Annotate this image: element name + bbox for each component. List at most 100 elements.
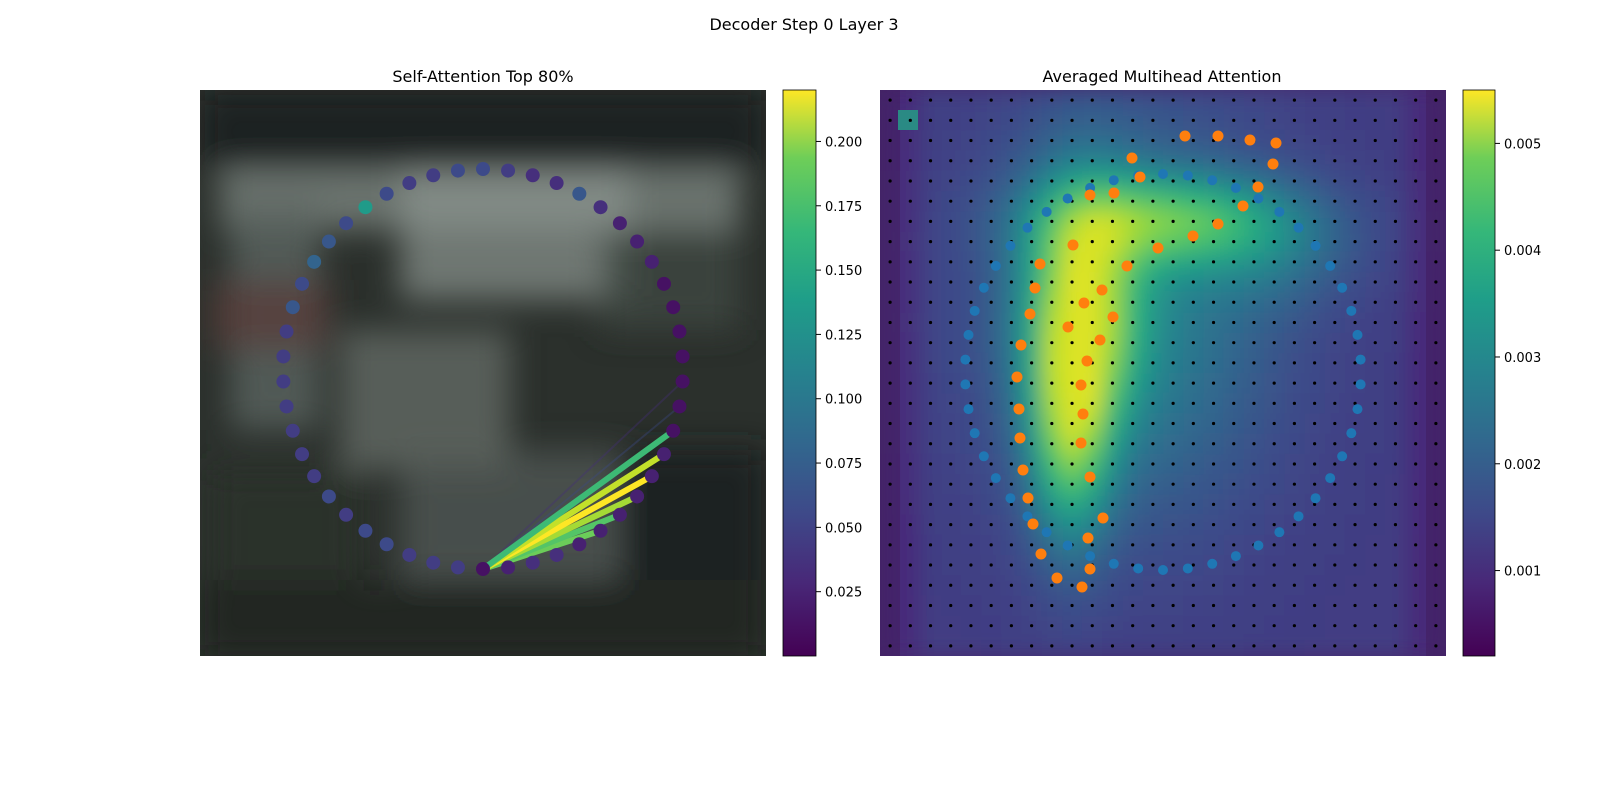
- grid-dot: [1131, 300, 1135, 304]
- grid-dot: [1070, 563, 1074, 567]
- grid-dot: [1090, 502, 1094, 506]
- grid-dot: [1232, 644, 1236, 648]
- reference-point: [1355, 379, 1366, 390]
- grid-dot: [1272, 300, 1276, 304]
- grid-dot: [989, 442, 993, 446]
- grid-dot: [1211, 300, 1216, 304]
- grid-dot: [1070, 482, 1074, 486]
- grid-dot: [1313, 280, 1317, 284]
- grid-dot: [908, 523, 912, 527]
- grid-dot: [1171, 320, 1175, 325]
- grid-dot: [908, 361, 912, 365]
- grid-dot: [1292, 583, 1296, 587]
- grid-dot: [1110, 401, 1115, 405]
- reference-point: [1108, 558, 1119, 569]
- grid-dot: [1353, 563, 1357, 567]
- grid-dot: [1151, 361, 1155, 365]
- reference-point: [1133, 563, 1144, 574]
- grid-dot: [1090, 603, 1094, 608]
- grid-dot: [949, 300, 953, 304]
- grid-dot: [1373, 118, 1377, 122]
- grid-dot: [1050, 624, 1054, 628]
- grid-dot: [1414, 361, 1418, 365]
- grid-dot: [888, 624, 892, 628]
- sampled-point: [1244, 134, 1256, 146]
- grid-dot: [908, 260, 912, 264]
- grid-dot: [1171, 644, 1175, 648]
- grid-dot: [928, 421, 933, 426]
- ring-point: [675, 349, 690, 364]
- reference-point: [1346, 428, 1357, 439]
- grid-dot: [1050, 421, 1054, 426]
- grid-dot: [1252, 442, 1256, 446]
- grid-dot: [908, 199, 912, 203]
- grid-dot: [1333, 219, 1337, 223]
- grid-dot: [1171, 482, 1175, 486]
- grid-dot: [1292, 401, 1296, 405]
- grid-dot: [928, 523, 933, 527]
- grid-dot: [1211, 462, 1216, 466]
- reference-point: [978, 282, 989, 293]
- grid-dot: [949, 199, 953, 203]
- ring-point: [402, 176, 417, 191]
- grid-dot: [1151, 219, 1155, 223]
- grid-dot: [1030, 361, 1034, 365]
- grid-dot: [1434, 421, 1438, 426]
- reference-point: [1310, 493, 1321, 504]
- grid-dot: [989, 603, 993, 608]
- grid-dot: [888, 341, 892, 345]
- grid-dot: [1131, 320, 1135, 325]
- grid-dot: [1009, 260, 1013, 264]
- grid-dot: [1151, 98, 1155, 102]
- ring-point: [644, 254, 659, 269]
- grid-dot: [928, 199, 933, 203]
- grid-dot: [1009, 583, 1013, 587]
- grid-dot: [1110, 260, 1115, 264]
- grid-dot: [1414, 138, 1418, 143]
- grid-dot: [1191, 381, 1195, 385]
- grid-dot: [1131, 179, 1135, 183]
- colorbar-tick-label: 0.150: [825, 264, 862, 279]
- grid-dot: [928, 138, 933, 143]
- sampled-point: [1107, 311, 1119, 323]
- grid-dot: [1050, 341, 1054, 345]
- grid-dot: [1434, 219, 1438, 223]
- grid-dot: [1070, 583, 1074, 587]
- grid-dot: [969, 300, 973, 304]
- grid-dot: [1191, 159, 1195, 163]
- grid-dot: [1434, 300, 1438, 304]
- grid-dot: [949, 118, 953, 122]
- sampled-point: [1179, 130, 1191, 142]
- grid-dot: [1171, 300, 1175, 304]
- grid-dot: [1131, 138, 1135, 143]
- grid-dot: [908, 502, 912, 506]
- grid-dot: [1393, 118, 1398, 122]
- sampled-point: [1015, 339, 1027, 351]
- grid-dot: [1414, 421, 1418, 426]
- grid-dot: [1313, 421, 1317, 426]
- grid-dot: [888, 240, 892, 244]
- grid-dot: [1434, 199, 1438, 203]
- grid-dot: [1414, 482, 1418, 486]
- ring-point: [549, 176, 564, 191]
- grid-dot: [989, 240, 993, 244]
- grid-dot: [1131, 644, 1135, 648]
- ring-point: [572, 537, 587, 552]
- grid-dot: [989, 159, 993, 163]
- colorbar-tick-label: 0.075: [825, 457, 862, 472]
- grid-dot: [1252, 603, 1256, 608]
- grid-dot: [1272, 624, 1276, 628]
- ring-point: [612, 216, 627, 231]
- grid-dot: [1171, 381, 1175, 385]
- grid-dot: [969, 320, 973, 325]
- grid-dot: [1232, 361, 1236, 365]
- grid-dot: [1292, 159, 1296, 163]
- grid-dot: [1030, 644, 1034, 648]
- grid-dot: [1191, 138, 1195, 143]
- grid-dot: [1131, 462, 1135, 466]
- sampled-point: [1075, 437, 1087, 449]
- grid-dot: [1151, 462, 1155, 466]
- reference-point: [1337, 282, 1348, 293]
- grid-dot: [1151, 138, 1155, 143]
- grid-dot: [1171, 159, 1175, 163]
